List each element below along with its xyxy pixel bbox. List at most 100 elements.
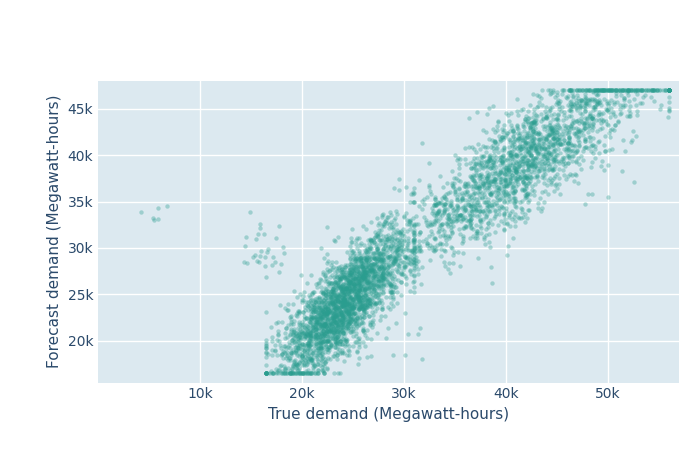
Point: [567, 171, 578, 178]
Point: [517, 170, 528, 177]
Point: [349, 339, 360, 346]
Point: [344, 291, 355, 298]
Point: [508, 146, 519, 153]
Point: [398, 237, 409, 244]
Point: [295, 335, 307, 342]
Point: [316, 315, 327, 322]
Point: [260, 369, 272, 377]
Point: [320, 311, 331, 319]
Point: [276, 344, 287, 351]
Point: [560, 140, 571, 147]
Point: [363, 297, 374, 304]
Point: [260, 361, 272, 369]
Point: [335, 274, 346, 282]
Point: [356, 284, 367, 292]
Point: [314, 344, 325, 351]
Point: [310, 311, 321, 318]
Point: [554, 135, 566, 142]
Point: [473, 191, 484, 198]
Point: [594, 149, 605, 156]
Point: [547, 166, 558, 174]
Point: [542, 166, 554, 173]
Point: [285, 325, 296, 333]
Point: [549, 175, 560, 182]
Point: [510, 197, 521, 204]
Point: [543, 137, 554, 144]
Point: [305, 315, 316, 323]
Point: [477, 180, 488, 187]
Point: [344, 288, 356, 295]
Point: [487, 161, 498, 168]
Point: [541, 104, 552, 111]
Point: [510, 198, 522, 205]
Point: [606, 97, 617, 104]
Point: [524, 148, 535, 156]
Point: [547, 116, 559, 123]
Point: [317, 336, 328, 343]
Point: [272, 332, 284, 339]
Point: [316, 366, 327, 373]
Point: [487, 221, 498, 228]
Point: [512, 125, 524, 132]
Point: [332, 328, 343, 335]
Point: [329, 322, 340, 329]
Point: [341, 322, 352, 329]
Point: [337, 324, 348, 331]
Point: [278, 243, 289, 251]
Point: [369, 293, 380, 300]
Point: [575, 96, 587, 104]
Point: [314, 338, 325, 346]
Point: [398, 233, 409, 240]
Point: [323, 332, 335, 339]
Point: [500, 166, 512, 173]
Point: [541, 156, 552, 163]
Point: [559, 136, 570, 144]
Point: [337, 325, 349, 333]
Point: [324, 293, 335, 300]
Point: [258, 231, 270, 238]
Point: [354, 298, 365, 306]
Point: [507, 126, 518, 134]
Point: [336, 312, 347, 319]
Point: [135, 209, 146, 216]
Point: [310, 334, 321, 341]
Point: [311, 303, 322, 310]
Point: [522, 161, 533, 168]
Point: [345, 309, 356, 316]
Point: [496, 136, 507, 143]
Point: [523, 107, 534, 114]
Point: [340, 329, 351, 337]
Point: [295, 327, 306, 334]
Point: [321, 320, 332, 327]
Point: [300, 357, 312, 364]
Point: [580, 98, 592, 105]
Point: [462, 180, 473, 187]
Point: [584, 113, 596, 120]
Point: [361, 265, 372, 272]
Point: [405, 287, 416, 294]
Point: [524, 207, 535, 214]
Point: [514, 143, 526, 150]
Point: [563, 154, 574, 161]
Point: [348, 302, 359, 309]
Point: [354, 279, 365, 287]
Point: [311, 314, 322, 321]
Point: [535, 194, 546, 201]
Point: [494, 207, 505, 214]
Point: [481, 172, 492, 180]
Point: [367, 265, 378, 272]
Point: [343, 271, 354, 279]
Point: [592, 91, 603, 98]
Point: [322, 303, 333, 310]
Point: [319, 303, 330, 310]
Point: [360, 271, 372, 279]
Point: [572, 147, 583, 154]
Point: [361, 279, 372, 287]
Point: [312, 305, 323, 312]
Point: [525, 119, 536, 126]
Point: [332, 345, 343, 352]
Point: [330, 305, 342, 312]
Point: [344, 320, 356, 327]
Point: [296, 299, 307, 306]
Point: [411, 213, 422, 220]
